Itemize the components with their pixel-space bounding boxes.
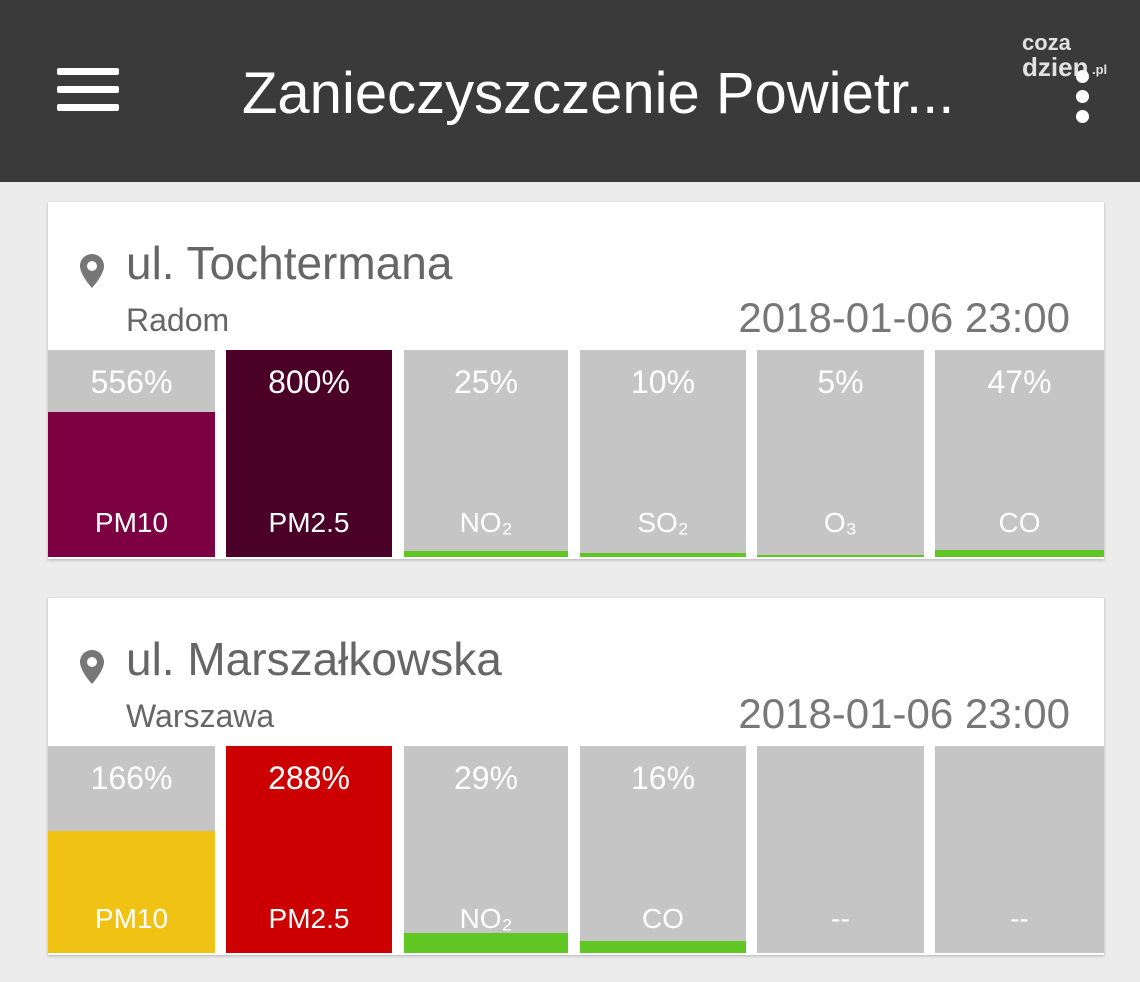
app-title: Zanieczyszczenie Powietr... [242,61,955,126]
location-card[interactable]: ul. Marszałkowska Warszawa 2018-01-06 23:0… [48,598,1104,955]
pollutant-tile: 288% PM2.5 [226,746,392,953]
level-fill [580,941,746,953]
pollutant-tile: -- [757,746,924,953]
city-name: Radom [126,302,230,338]
watermark: .pl [1092,62,1108,77]
pollutant-value: 288% [268,760,350,796]
menu-button[interactable] [50,60,126,120]
pollutant-name: O₃ [823,507,858,538]
pollutant-name: NO₂ [459,903,513,934]
city-name: Warszawa [126,698,275,734]
pollutant-name: NO₂ [459,507,513,538]
pollutant-value: 16% [630,760,696,796]
pollutant-tile: 16% CO [580,746,746,953]
menu-line [57,86,119,93]
app-bar: Zanieczyszczenie Powietr... coza dzien .… [0,0,1140,182]
pollutant-tile: 166% PM10 [48,746,215,953]
pollutant-tile: 29% NO₂ [404,746,568,953]
pollutant-tile: 556% PM10 [48,350,215,557]
pollutant-name: PM2.5 [268,507,350,538]
pollutant-value: 166% [90,760,173,796]
level-fill [935,550,1104,557]
location-card[interactable]: ul. Tochtermana Radom 2018-01-06 23:00 556%… [48,202,1104,559]
pollutant-name: CO [998,507,1041,538]
measurement-time: 2018-01-06 23:00 [738,690,1070,737]
pollutant-name: -- [831,903,850,934]
level-fill [404,933,568,953]
pollutant-name: SO₂ [637,507,689,538]
watermark: dzien [1022,52,1089,82]
pollutant-value: 10% [630,364,696,400]
street-name: ul. Marszałkowska [126,633,502,685]
level-fill [757,555,924,557]
pollutant-tile: -- [935,746,1104,953]
watermark: coza [1022,30,1071,55]
menu-line [57,68,119,75]
location-pin [80,650,104,684]
pollutant-value: 5% [817,364,864,400]
pollutant-name: PM2.5 [268,903,350,934]
pollutant-name: PM10 [94,507,169,538]
pollutant-tile: 10% SO₂ [580,350,746,557]
level-fill [404,551,568,557]
level-fill [226,746,392,953]
level-fill [226,350,392,557]
pollutant-value: 47% [987,364,1052,400]
measurement-time: 2018-01-06 23:00 [738,294,1070,341]
pollutant-tile: 47% CO [935,350,1104,557]
level-fill [48,831,215,953]
street-name: ul. Tochtermana [126,237,453,289]
level-fill [580,553,746,557]
menu-dot [1076,110,1089,123]
pollutant-tile: 5% O₃ [757,350,924,557]
pollutant-value: 556% [90,364,173,400]
pollutant-tile: 25% NO₂ [404,350,568,557]
menu-dot [1076,90,1089,103]
pollutant-tile: 800% PM2.5 [226,350,392,557]
pollutant-name: PM10 [94,903,169,934]
pollutant-name: -- [1010,903,1029,934]
menu-line [57,104,119,111]
pollutant-value: 800% [268,364,350,400]
level-fill [48,412,215,557]
pollutant-value: 29% [453,760,519,796]
menu-dot [1076,70,1089,83]
pollutant-name: CO [642,903,684,934]
overflow-menu[interactable] [1060,70,1104,130]
pollutant-value: 25% [453,364,519,400]
location-pin [80,254,104,288]
